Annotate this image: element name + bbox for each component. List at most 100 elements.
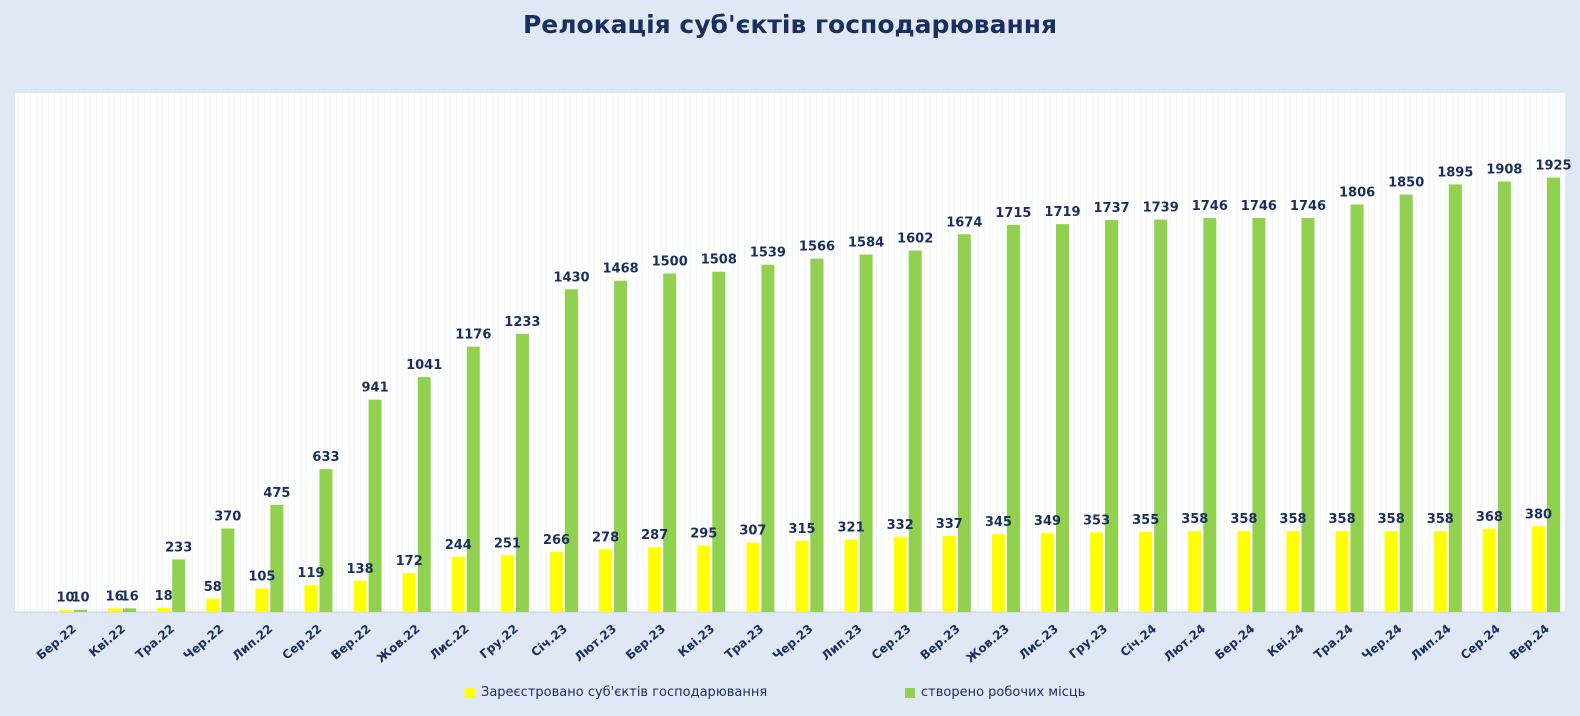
bar-registered-4 bbox=[255, 588, 269, 612]
value-label-registered-25: 358 bbox=[1279, 512, 1306, 527]
bar-registered-5 bbox=[304, 585, 318, 612]
value-label-jobs-20: 1719 bbox=[1044, 205, 1080, 220]
bar-registered-1 bbox=[108, 608, 122, 612]
x-tick-label-14: Тра.23 bbox=[722, 622, 766, 662]
value-label-jobs-5: 633 bbox=[312, 450, 339, 465]
bar-jobs-11 bbox=[614, 280, 628, 612]
bar-jobs-27 bbox=[1399, 194, 1413, 613]
bar-jobs-0 bbox=[74, 609, 87, 612]
bar-registered-27 bbox=[1384, 531, 1398, 612]
value-label-registered-15: 315 bbox=[788, 522, 815, 537]
bar-registered-29 bbox=[1482, 528, 1496, 612]
value-label-registered-7: 172 bbox=[396, 554, 423, 569]
bar-registered-16 bbox=[844, 539, 858, 612]
x-tick-label-3: Чер.22 bbox=[181, 622, 227, 663]
x-tick-label-12: Бер.23 bbox=[623, 622, 668, 663]
value-label-registered-6: 138 bbox=[347, 562, 374, 577]
chart-title: Релокація суб'єктів господарювання bbox=[522, 10, 1058, 39]
bar-registered-30 bbox=[1532, 526, 1545, 612]
legend-label-series-1: створено робочих місць bbox=[921, 685, 1086, 700]
bar-jobs-28 bbox=[1448, 184, 1462, 612]
bar-jobs-21 bbox=[1105, 220, 1119, 612]
value-label-registered-11: 278 bbox=[592, 530, 619, 545]
value-label-jobs-0: 10 bbox=[71, 591, 89, 606]
bars-group bbox=[59, 177, 1560, 613]
value-label-jobs-23: 1746 bbox=[1192, 199, 1228, 214]
value-label-registered-24: 358 bbox=[1230, 512, 1257, 527]
x-tick-label-24: Бер.24 bbox=[1212, 622, 1257, 663]
value-label-registered-19: 345 bbox=[985, 515, 1012, 530]
x-tick-label-17: Сер.23 bbox=[869, 622, 914, 663]
x-tick-label-22: Січ.24 bbox=[1118, 622, 1159, 660]
x-tick-label-25: Кві.24 bbox=[1265, 622, 1307, 660]
bar-registered-17 bbox=[893, 537, 907, 612]
x-tick-label-30: Вер.24 bbox=[1507, 622, 1552, 663]
value-label-registered-2: 18 bbox=[155, 589, 173, 604]
bar-registered-0 bbox=[59, 609, 72, 612]
bar-registered-15 bbox=[795, 540, 809, 612]
legend-item-series-0: Зареєстровано суб'єктів господарювання bbox=[465, 685, 767, 700]
bar-jobs-23 bbox=[1203, 218, 1217, 613]
bar-jobs-12 bbox=[663, 273, 677, 612]
value-label-jobs-3: 370 bbox=[214, 510, 241, 525]
bar-jobs-6 bbox=[368, 399, 382, 612]
bar-jobs-2 bbox=[172, 559, 186, 612]
legend-item-series-1: створено робочих місць bbox=[905, 685, 1085, 700]
bar-registered-28 bbox=[1433, 531, 1447, 612]
value-label-jobs-27: 1850 bbox=[1388, 176, 1424, 191]
bar-registered-7 bbox=[402, 573, 416, 612]
value-label-jobs-14: 1539 bbox=[750, 246, 786, 261]
x-tick-label-21: Гру.23 bbox=[1066, 622, 1110, 662]
value-label-jobs-21: 1737 bbox=[1094, 201, 1130, 216]
value-label-registered-8: 244 bbox=[445, 538, 472, 553]
value-label-jobs-30: 1925 bbox=[1535, 159, 1571, 174]
value-label-jobs-15: 1566 bbox=[799, 240, 835, 255]
value-label-registered-9: 251 bbox=[494, 536, 521, 551]
value-label-registered-5: 119 bbox=[297, 566, 324, 581]
value-label-jobs-17: 1602 bbox=[897, 232, 933, 247]
bar-registered-19 bbox=[991, 534, 1005, 612]
value-label-jobs-7: 1041 bbox=[406, 358, 442, 373]
value-label-registered-12: 287 bbox=[641, 528, 668, 543]
legend-label-series-0: Зареєстровано суб'єктів господарювання bbox=[481, 685, 768, 700]
x-tick-label-13: Кві.23 bbox=[675, 622, 717, 660]
value-label-jobs-26: 1806 bbox=[1339, 185, 1375, 200]
bar-jobs-8 bbox=[466, 346, 480, 612]
bar-jobs-5 bbox=[319, 469, 333, 612]
value-label-registered-26: 358 bbox=[1329, 512, 1356, 527]
bar-jobs-9 bbox=[515, 333, 529, 612]
bar-jobs-25 bbox=[1301, 218, 1315, 613]
value-label-jobs-29: 1908 bbox=[1486, 162, 1522, 177]
x-tick-label-5: Сер.22 bbox=[280, 622, 325, 663]
x-tick-label-2: Тра.22 bbox=[133, 622, 177, 662]
x-tick-label-7: Жов.22 bbox=[374, 622, 423, 666]
value-label-jobs-1: 16 bbox=[121, 589, 139, 604]
value-label-registered-16: 321 bbox=[838, 521, 865, 536]
value-label-registered-22: 355 bbox=[1132, 513, 1159, 528]
value-label-registered-13: 295 bbox=[690, 526, 717, 541]
bar-registered-13 bbox=[697, 545, 711, 612]
bar-jobs-19 bbox=[1006, 225, 1020, 612]
x-tick-label-20: Лис.23 bbox=[1016, 622, 1061, 663]
bar-jobs-15 bbox=[810, 258, 824, 612]
bar-registered-22 bbox=[1139, 531, 1153, 612]
value-label-jobs-19: 1715 bbox=[995, 206, 1031, 221]
bar-jobs-1 bbox=[123, 608, 137, 612]
x-tick-label-6: Вер.22 bbox=[328, 622, 373, 663]
bar-jobs-17 bbox=[908, 250, 922, 612]
value-label-registered-20: 349 bbox=[1034, 514, 1061, 529]
value-label-registered-3: 58 bbox=[204, 580, 222, 595]
x-tick-label-29: Сер.24 bbox=[1458, 622, 1503, 663]
value-label-jobs-22: 1739 bbox=[1143, 201, 1179, 216]
bar-registered-21 bbox=[1090, 532, 1104, 612]
x-tick-label-18: Вер.23 bbox=[918, 622, 963, 663]
value-label-jobs-9: 1233 bbox=[504, 315, 540, 330]
value-label-registered-23: 358 bbox=[1181, 512, 1208, 527]
x-tick-label-11: Лют.23 bbox=[572, 622, 619, 665]
value-label-registered-29: 368 bbox=[1476, 510, 1503, 525]
x-tick-label-23: Лют.24 bbox=[1161, 622, 1208, 665]
value-label-jobs-16: 1584 bbox=[848, 236, 884, 251]
x-tick-label-0: Бер.22 bbox=[34, 622, 79, 663]
value-label-registered-18: 337 bbox=[936, 517, 963, 532]
